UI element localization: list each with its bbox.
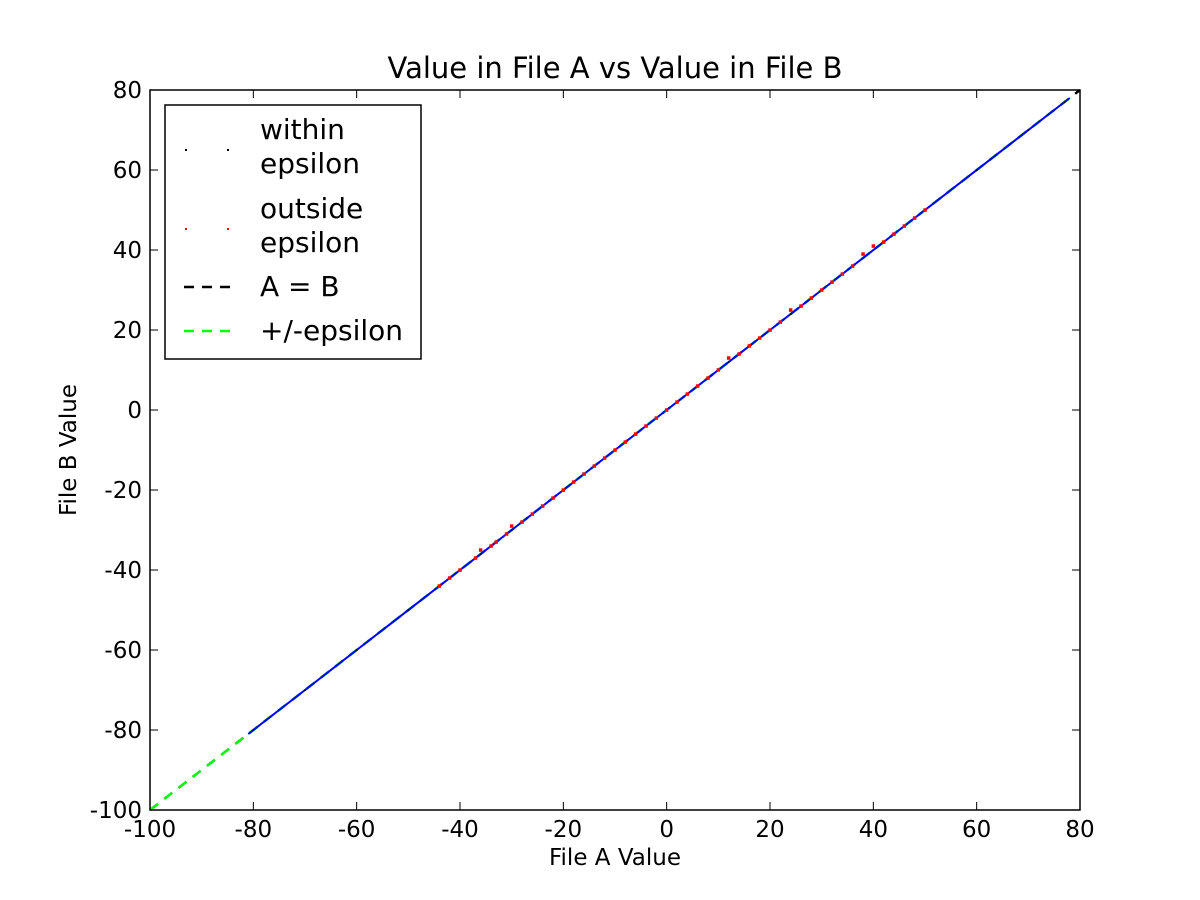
series-point-1-7: [504, 532, 509, 536]
series-point-1-48: [923, 208, 927, 212]
series-point-1-12: [551, 496, 555, 500]
legend-label-1-1: epsilon: [260, 226, 360, 259]
series-point-0-23: [1063, 101, 1066, 103]
series-point-1-42: [861, 252, 865, 256]
x-tick-label-7: 40: [859, 817, 888, 843]
x-axis-label: File A Value: [549, 845, 681, 871]
series-point-1-14: [571, 480, 576, 484]
legend-label-3-0: +/-epsilon: [260, 314, 403, 347]
series-point-1-17: [602, 456, 607, 460]
y-tick-label-4: -20: [104, 478, 142, 504]
series-point-1-26: [695, 384, 700, 388]
legend-label-1-0: outside: [260, 192, 363, 225]
series-point-0-1: [304, 689, 306, 691]
legend-box: [164, 104, 422, 360]
legend-label-2-0: A = B: [260, 270, 340, 303]
y-tick-label-7: 40: [113, 238, 142, 264]
series-point-1-38: [819, 288, 824, 292]
y-axis-label: File B Value: [56, 384, 82, 516]
series-point-0-3: [407, 609, 410, 611]
series-point-1-25: [685, 392, 690, 396]
x-tick-label-3: -40: [441, 817, 479, 843]
series-point-1-34: [778, 320, 783, 324]
y-tick-label-6: 20: [113, 318, 142, 344]
series-point-1-27: [706, 376, 710, 380]
y-tick-label-0: -100: [90, 798, 142, 824]
series-point-1-20: [633, 432, 638, 436]
series-point-1-44: [881, 240, 886, 244]
series-point-1-43: [871, 244, 876, 248]
y-tick-label-8: 60: [113, 158, 142, 184]
series-point-1-18: [613, 448, 617, 452]
series-point-1-11: [540, 504, 545, 508]
plot-frame: [149, 89, 1081, 811]
series-point-1-36: [799, 304, 803, 308]
x-tick-label-8: 60: [962, 817, 991, 843]
series-point-1-16: [592, 464, 597, 468]
series-point-1-37: [809, 296, 814, 300]
series-point-1-2: [458, 568, 462, 572]
series-point-1-29: [726, 356, 731, 360]
series-point-0-2: [355, 649, 358, 651]
series-point-1-10: [530, 512, 535, 516]
x-tick-label-9: 80: [1065, 817, 1094, 843]
series-point-1-21: [644, 424, 648, 428]
x-tick-label-2: -60: [338, 817, 376, 843]
series-point-1-15: [582, 472, 586, 476]
series-line-4: [247, 97, 1071, 735]
y-tick-label-1: -80: [104, 718, 142, 744]
series-point-1-3: [473, 556, 478, 560]
y-tick-label-9: 80: [113, 78, 142, 104]
series-point-1-1: [447, 576, 452, 580]
series-point-1-5: [489, 544, 493, 548]
legend-label-0-1: epsilon: [260, 147, 360, 180]
legend-marker-1-1: [227, 228, 229, 230]
series-point-0-0: [252, 729, 255, 731]
series-point-1-46: [902, 224, 907, 228]
y-tick-label-2: -60: [104, 638, 142, 664]
series-point-0-22: [1027, 129, 1030, 131]
series-point-1-47: [912, 216, 917, 220]
x-tick-label-4: -20: [545, 817, 583, 843]
x-tick-label-5: 0: [659, 817, 674, 843]
series-point-1-35: [788, 308, 793, 312]
series-point-1-40: [840, 272, 845, 276]
x-tick-label-6: 20: [755, 817, 784, 843]
series-point-1-41: [850, 264, 855, 268]
legend-marker-1-0: [185, 228, 187, 230]
series-point-0-21: [975, 169, 978, 171]
series-point-0-6: [510, 529, 513, 531]
series-point-1-0: [437, 584, 442, 588]
legend-marker-0-0: [185, 149, 187, 151]
series-point-1-8: [509, 524, 514, 528]
series-point-1-28: [716, 368, 721, 372]
series-point-1-6: [494, 540, 498, 544]
series-point-1-30: [737, 352, 741, 356]
series-point-1-4: [478, 548, 483, 552]
series-point-1-45: [892, 232, 896, 236]
series-point-1-19: [623, 440, 628, 444]
plot-area: -100 -80 -60 -40 -20 0 20 40 60 80 -100 -80 -60 -40 -2…: [90, 78, 1095, 843]
legend-marker-0-1: [227, 149, 229, 151]
series-point-1-24: [675, 400, 679, 404]
legend-label-0-0: within: [260, 113, 345, 146]
x-tick-label-0: -100: [124, 817, 176, 843]
series-point-1-22: [654, 416, 659, 420]
series-point-0-5: [479, 553, 482, 555]
y-tick-label-5: 0: [127, 398, 142, 424]
chart-title: Value in File A vs Value in File B: [388, 51, 843, 85]
series-point-1-13: [561, 488, 566, 492]
series-point-1-39: [830, 280, 834, 284]
x-tick-label-1: -80: [235, 817, 273, 843]
series-point-1-32: [757, 336, 762, 340]
series-point-1-9: [520, 520, 524, 524]
series-point-1-31: [747, 344, 752, 348]
series-point-0-13: [727, 361, 730, 363]
series-point-1-23: [664, 408, 669, 412]
series-point-1-33: [768, 328, 772, 332]
series-point-0-15: [789, 313, 792, 315]
y-tick-label-3: -40: [104, 558, 142, 584]
